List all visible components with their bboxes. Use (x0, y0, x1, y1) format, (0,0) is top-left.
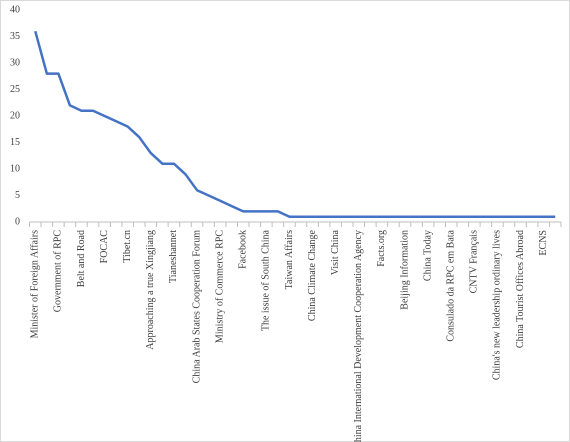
y-tick-label: 30 (10, 57, 20, 68)
x-tick-label: Minister of Foreign Affairs (30, 230, 41, 339)
x-tick-label: FOCAC (99, 230, 110, 264)
x-tick-label: China's new leadership ordinary lives (492, 230, 503, 380)
x-tick-label: Ministry of Commerce RPC (214, 230, 225, 343)
y-tick-label: 0 (15, 216, 20, 227)
y-tick-label: 35 (10, 31, 20, 42)
x-tick-label: Belt and Road (76, 230, 87, 287)
x-tick-label: China Tourist Offices Abroad (515, 230, 526, 348)
x-tick-label: Consulado da RPC em Bata (446, 229, 457, 341)
x-tick-label: Tianeshannet (168, 230, 179, 283)
x-tick-label: Taiwan Affairs (284, 230, 295, 289)
x-tick-label: China Arab States Cooperation Forum (191, 230, 202, 384)
y-tick-label: 15 (10, 137, 20, 148)
x-tick-label: Facts.org (376, 230, 387, 267)
x-tick-label: Government of RPC (53, 230, 64, 313)
x-tick-label: China International Development Cooperat… (353, 230, 364, 442)
x-tick-label: Tibet.cn (122, 230, 133, 263)
line-series (34, 30, 556, 218)
y-tick-label: 40 (10, 4, 20, 15)
x-tick-label: China Climate Change (307, 229, 318, 321)
x-tick-label: The issue of South China (261, 229, 272, 331)
y-tick-label: 5 (15, 190, 20, 201)
x-tick-label: Beijing Information (399, 230, 410, 310)
x-tick-label: Facebook (238, 230, 249, 269)
x-tick-label: Visit China (330, 229, 341, 275)
y-tick-label: 10 (10, 163, 20, 174)
y-tick-label: 25 (10, 84, 20, 95)
y-tick-label: 20 (10, 110, 20, 121)
x-tick-label: ECNS (538, 230, 549, 256)
x-tick-label: CNTV Français (469, 230, 480, 294)
x-tick-label: Approaching a true Xingjiang (145, 230, 156, 350)
x-tick-label: China Today (422, 230, 433, 281)
